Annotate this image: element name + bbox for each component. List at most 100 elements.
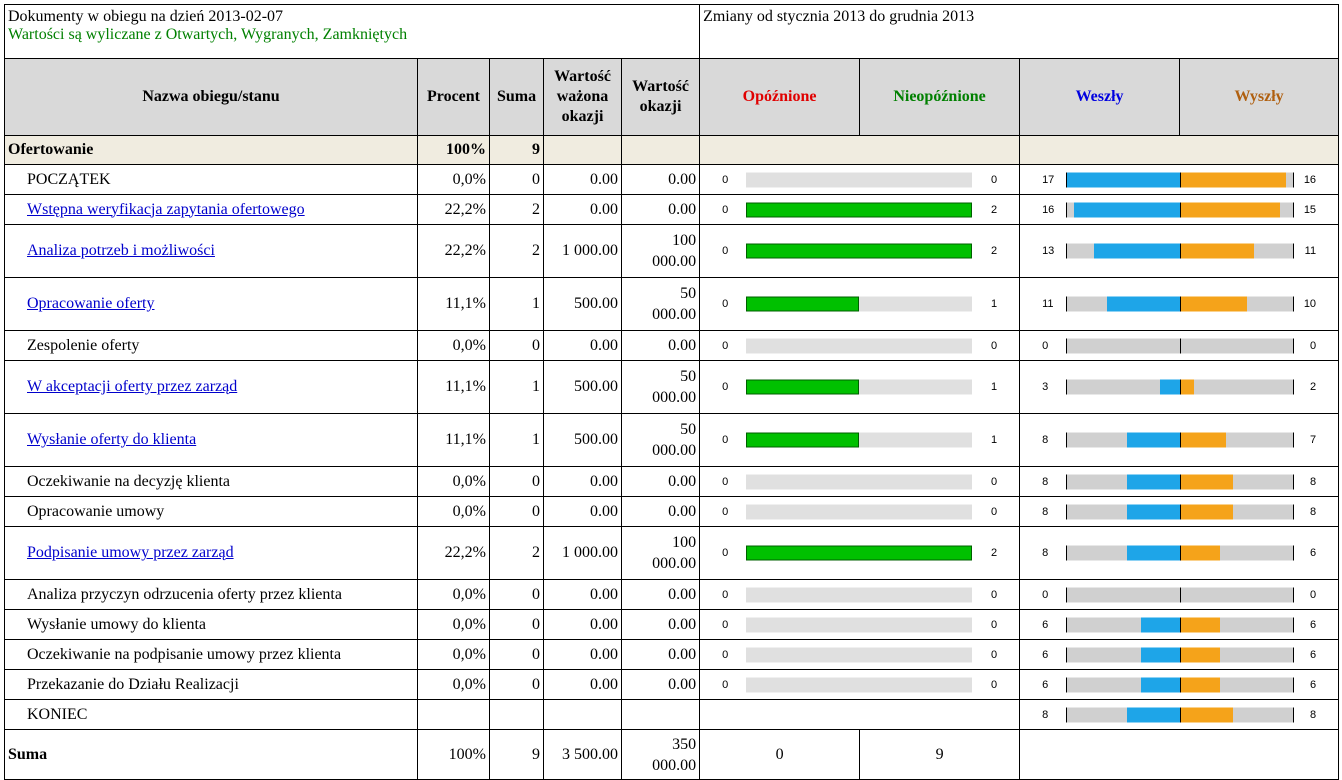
total-not-delayed: 9	[859, 729, 1021, 780]
movement-bar-cell: 13 11	[1019, 224, 1340, 278]
in-bar	[1140, 617, 1181, 632]
value-cell: 100 000.00	[620, 526, 701, 580]
out-bar	[1180, 474, 1234, 489]
out-count: 0	[1309, 588, 1317, 601]
delay-bar-track	[746, 379, 973, 395]
movement-bar-track	[1066, 474, 1295, 489]
value-line1: 0.00	[668, 473, 697, 490]
state-link[interactable]: Opracowanie oferty	[27, 295, 155, 312]
state-link[interactable]: Wstępna weryfikacja zapytania ofertowego	[27, 200, 305, 218]
not-delayed-count: 0	[990, 505, 998, 518]
in-count: 0	[1042, 339, 1049, 352]
total-label: Suma	[4, 729, 418, 780]
in-count: 6	[1042, 618, 1049, 631]
not-delayed-count: 2	[990, 245, 998, 257]
out-bar	[1180, 243, 1254, 259]
state-link[interactable]: Wysłanie oferty do klienta	[27, 431, 197, 448]
movement-midline	[1180, 202, 1182, 217]
state-name-cell: Oczekiwanie na decyzję klienta	[4, 466, 418, 497]
out-count: 16	[1303, 173, 1317, 186]
total-weighted-value: 3 500.00	[543, 729, 622, 780]
state-name-cell: W akceptacji oferty przez zarząd	[4, 360, 418, 414]
value-cell: 100 000.00	[620, 224, 701, 278]
sum-cell: 0	[489, 669, 544, 700]
state-name-cell: Analiza przyczyn odrzucenia oferty przez…	[4, 579, 418, 610]
movement-bar-track	[1066, 338, 1295, 353]
state-link[interactable]: Analiza potrzeb i możliwości	[27, 242, 215, 259]
delayed-count: 0	[722, 648, 729, 661]
table-row: Oczekiwanie na decyzję klienta 0,0% 0 0.00 0…	[4, 466, 1340, 497]
percent-cell: 11,1%	[417, 277, 490, 331]
col-weighted-value-header: Wartość ważona okazji	[543, 58, 622, 136]
movement-bar-track	[1066, 243, 1295, 259]
movement-midline	[1180, 504, 1182, 519]
total-delayed: 0	[699, 729, 861, 780]
percent-cell: 0,0%	[417, 609, 490, 640]
state-name: POCZĄTEK	[27, 170, 111, 188]
in-count: 17	[1042, 173, 1055, 186]
sum-cell: 1	[489, 413, 544, 467]
movement-bar-cell: 16 15	[1019, 194, 1340, 225]
percent-cell: 11,1%	[417, 360, 490, 414]
total-percent: 100%	[417, 729, 490, 780]
weighted-value-cell: 0.00	[543, 639, 622, 670]
not-delayed-bar	[746, 432, 860, 448]
movement-midline	[1180, 379, 1182, 395]
delay-bar-cell: 0 0	[699, 330, 1021, 361]
sum-cell: 0	[489, 466, 544, 497]
movement-bar-cell: 0 0	[1019, 579, 1340, 610]
movement-midline	[1180, 677, 1182, 692]
not-delayed-bar	[746, 243, 973, 259]
movement-bar-cell: 6 6	[1019, 639, 1340, 670]
sum-cell: 0	[489, 579, 544, 610]
movement-midline	[1180, 474, 1182, 489]
value-line1: 0.00	[668, 646, 697, 663]
movement-bar-track	[1066, 545, 1295, 561]
movement-bar-track	[1066, 707, 1295, 722]
value-line2: 000.00	[652, 389, 697, 406]
not-delayed-bar	[746, 545, 973, 561]
table-row: W akceptacji oferty przez zarząd 11,1% 1 50…	[4, 360, 1340, 414]
state-link[interactable]: Podpisanie umowy przez zarząd	[27, 544, 234, 561]
not-delayed-count: 0	[990, 678, 998, 691]
weighted-value-cell: 0.00	[543, 194, 622, 225]
not-delayed-count: 0	[990, 648, 998, 661]
movement-bar-cell: 11 10	[1019, 277, 1340, 331]
weighted-value-cell: 500.00	[543, 413, 622, 467]
delayed-count: 0	[722, 298, 729, 310]
delayed-count: 0	[722, 678, 729, 691]
value-line1: 50	[680, 368, 697, 385]
movement-bar-cell: 3 2	[1019, 360, 1340, 414]
out-bar	[1180, 647, 1220, 662]
state-name-cell: KONIEC	[4, 699, 418, 730]
table-row: Wysłanie oferty do klienta 11,1% 1 500.00 50…	[4, 413, 1340, 467]
state-name-cell: Zespolenie oferty	[4, 330, 418, 361]
movement-bar-track	[1066, 647, 1295, 662]
value-cell: 0.00	[620, 639, 701, 670]
delay-bar-track	[746, 617, 973, 632]
delay-bar-cell: 0 0	[699, 669, 1021, 700]
state-name-cell: Wysłanie oferty do klienta	[4, 413, 418, 467]
movement-midline	[1180, 587, 1182, 602]
delay-bar-cell: 0 0	[699, 466, 1021, 497]
state-name-cell: Opracowanie oferty	[4, 277, 418, 331]
delay-bar-track	[746, 432, 973, 448]
delay-bar-cell: 0 0	[699, 579, 1021, 610]
not-delayed-count: 0	[990, 339, 998, 352]
out-count: 6	[1309, 547, 1317, 559]
movement-bar-track	[1066, 432, 1295, 448]
delay-bar-track	[746, 243, 973, 259]
not-delayed-bar	[746, 296, 860, 312]
delay-bar-track	[746, 677, 973, 692]
movement-bar-track	[1066, 677, 1295, 692]
delay-bar-cell: 0 1	[699, 413, 1021, 467]
total-sum: 9	[489, 729, 544, 780]
value-line2: 000.00	[652, 442, 697, 459]
in-bar	[1140, 647, 1181, 662]
col-sum-header: Suma	[489, 58, 544, 136]
sum-cell: 2	[489, 526, 544, 580]
state-link[interactable]: W akceptacji oferty przez zarząd	[27, 378, 238, 395]
weighted-value-cell: 0.00	[543, 330, 622, 361]
state-name: Analiza przyczyn odrzucenia oferty przez…	[27, 585, 342, 603]
state-name-cell: POCZĄTEK	[4, 164, 418, 195]
